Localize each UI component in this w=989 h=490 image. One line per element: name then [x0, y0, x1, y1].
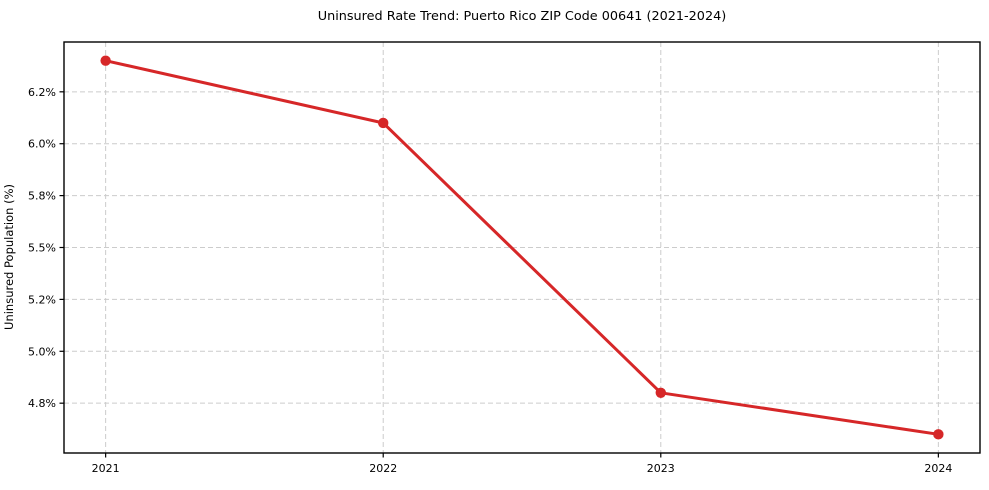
- plot-area: 4.8% 5.0% 5.2% 5.5% 5.8% 6.0% 6.2% 2021 2022 2023…: [28, 41, 981, 475]
- y-tick-label: 5.2%: [28, 293, 56, 306]
- y-tick-label: 5.5%: [28, 242, 56, 255]
- data-point-2023: [655, 387, 666, 399]
- y-tick-label: 6.0%: [28, 138, 56, 151]
- y-tick-label: 6.2%: [28, 86, 56, 99]
- y-axis-label: Uninsured Population (%): [2, 184, 16, 330]
- y-tick-label: 5.8%: [28, 190, 56, 203]
- x-tick-label: 2023: [647, 462, 675, 475]
- x-tick-label: 2021: [92, 462, 120, 475]
- data-point-2022: [378, 117, 389, 129]
- y-tick-label: 4.8%: [28, 397, 56, 410]
- x-tick-label: 2022: [369, 462, 397, 475]
- y-tick-label: 5.0%: [28, 345, 56, 358]
- data-point-2021: [100, 55, 111, 66]
- plot-border: [63, 41, 981, 454]
- trend-line: [104, 59, 940, 436]
- x-tick-label: 2024: [924, 462, 952, 475]
- data-point-2024: [933, 429, 944, 440]
- chart-title: Uninsured Rate Trend: Puerto Rico ZIP Co…: [318, 9, 726, 24]
